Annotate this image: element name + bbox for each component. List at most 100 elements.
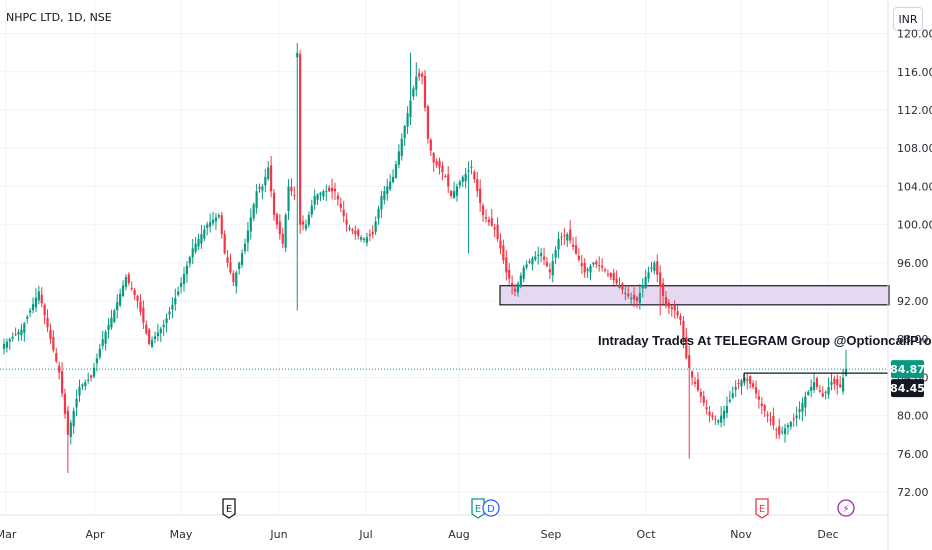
candle-body xyxy=(751,383,755,387)
candle-body xyxy=(679,315,682,321)
candle-body xyxy=(58,365,61,373)
candle-body xyxy=(389,181,392,190)
x-tick-label: Jun xyxy=(269,528,287,541)
candle-body xyxy=(702,396,705,403)
candle-body xyxy=(296,52,299,58)
candle-body xyxy=(119,293,122,306)
candle-body xyxy=(734,386,737,390)
earnings-marker[interactable]: E xyxy=(222,498,236,519)
candle-body xyxy=(121,285,125,296)
candle-body xyxy=(705,407,708,410)
candle-body xyxy=(795,415,798,419)
candle-body xyxy=(362,238,366,240)
candle-body xyxy=(325,191,328,193)
candle-body xyxy=(394,164,398,178)
candle-body xyxy=(638,293,641,304)
candle-body xyxy=(40,294,43,304)
candle-body xyxy=(139,301,142,312)
level-price-tag: 84.45 xyxy=(890,379,925,398)
candle-body xyxy=(821,393,824,397)
price-tags: 84.87 84.45 xyxy=(890,360,925,398)
candle-body xyxy=(197,238,200,247)
candle-body xyxy=(844,368,848,376)
candle-body xyxy=(566,234,569,241)
candle-body xyxy=(592,262,595,265)
candle-body xyxy=(426,106,430,139)
candle-body xyxy=(145,324,148,334)
candle-body xyxy=(330,187,334,192)
candle-body xyxy=(772,416,775,426)
candle-body xyxy=(461,176,464,182)
candle-body xyxy=(545,262,549,266)
candle-body xyxy=(789,421,792,427)
candle-body xyxy=(728,399,731,402)
candle-body xyxy=(258,186,261,189)
candle-body xyxy=(238,262,241,269)
dividend-marker[interactable]: D xyxy=(482,499,500,517)
candle-body xyxy=(29,310,32,313)
candle-body xyxy=(624,293,627,295)
earnings-marker[interactable]: E xyxy=(755,498,769,519)
candle-body xyxy=(107,324,110,331)
candle-body xyxy=(113,310,116,323)
candle-body xyxy=(252,204,255,219)
last-price-label: 84.87 xyxy=(890,363,925,376)
candle-body xyxy=(156,332,159,336)
candle-body xyxy=(682,320,685,340)
candle-body xyxy=(589,265,592,273)
candle-body xyxy=(560,236,563,238)
level-price-label: 84.45 xyxy=(890,382,925,395)
candle-body xyxy=(722,410,726,419)
candle-body xyxy=(711,415,714,418)
candle-body xyxy=(148,329,151,344)
candle-body xyxy=(656,261,659,275)
candle-body xyxy=(365,237,369,243)
candle-body xyxy=(188,257,191,264)
candle-body xyxy=(473,171,476,180)
candle-body xyxy=(406,113,409,127)
candle-body xyxy=(667,302,670,308)
candle-body xyxy=(124,277,128,287)
candle-body xyxy=(90,375,93,378)
candle-body xyxy=(554,250,557,258)
candle-body xyxy=(5,341,9,348)
candle-body xyxy=(827,386,830,395)
candle-body xyxy=(444,175,447,177)
candle-body xyxy=(540,253,543,256)
candle-body xyxy=(676,311,679,316)
candle-body xyxy=(839,384,842,387)
y-tick-label: 80.00 xyxy=(897,410,929,423)
candle-body xyxy=(632,294,636,300)
currency-button[interactable]: INR xyxy=(893,7,923,31)
price-axis[interactable]: 120.00 116.00 112.00 108.00 104.00 100.00 96.0… xyxy=(887,0,932,550)
candle-body xyxy=(55,352,58,362)
candle-body xyxy=(551,261,554,276)
candle-body xyxy=(223,234,226,254)
candle-body xyxy=(37,291,40,301)
time-axis[interactable]: Mar Apr May Jun Jul Aug Sep Oct Nov Dec xyxy=(0,514,888,541)
candle-body xyxy=(630,297,633,300)
candle-body xyxy=(246,230,249,243)
candle-body xyxy=(714,418,717,420)
candle-body xyxy=(240,253,244,265)
candle-body xyxy=(635,297,639,301)
candle-body xyxy=(63,393,67,415)
candle-body xyxy=(23,323,26,333)
candle-body xyxy=(200,234,203,244)
candle-body xyxy=(525,264,528,268)
candle-body xyxy=(647,272,650,279)
candle-body xyxy=(450,191,453,196)
split-marker[interactable]: ⚡ xyxy=(837,499,855,517)
y-tick-label: 72.00 xyxy=(897,486,929,499)
candle-body xyxy=(133,289,136,296)
y-tick-label: 116.00 xyxy=(897,66,932,79)
candle-body xyxy=(595,261,598,265)
candle-body xyxy=(577,255,580,260)
candle-body xyxy=(452,191,456,198)
earnings-marker[interactable]: E xyxy=(471,498,485,519)
candle-body xyxy=(328,187,331,192)
candle-body xyxy=(441,166,444,173)
y-tick-label: 104.00 xyxy=(897,180,932,193)
candle-body xyxy=(580,263,583,266)
